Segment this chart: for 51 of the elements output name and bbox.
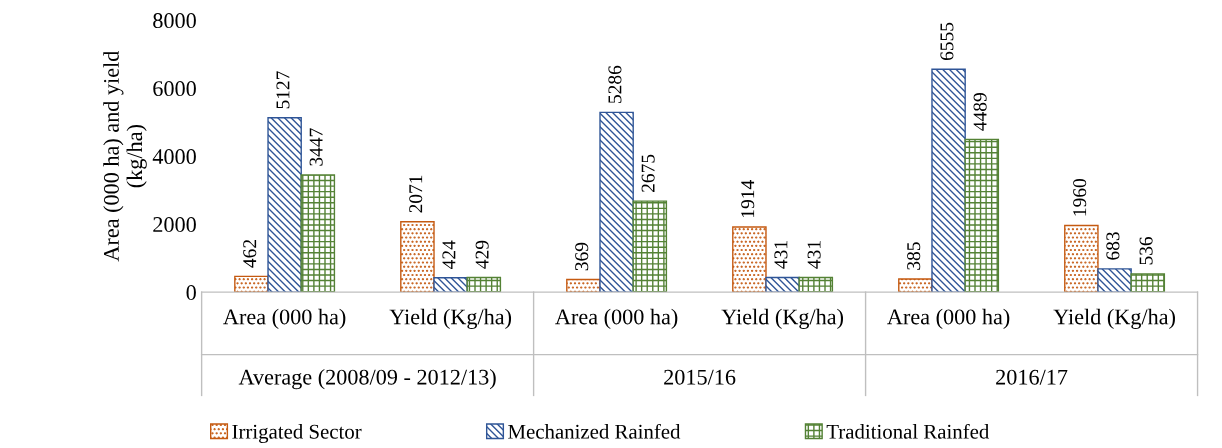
data-label: 462 [243,239,257,268]
bar [1097,268,1132,293]
bar [433,276,468,293]
bar [732,226,767,293]
text: Average (2008/09 - 2012/13) [238,369,496,390]
y-tick-label: 4000 [152,149,196,165]
legend-label: Irrigated Sector [232,424,362,444]
data-label: 429 [475,240,489,269]
data-label: 683 [1106,232,1120,260]
y-tick-label: 6000 [153,81,196,97]
bar [632,200,668,293]
text: 2015/16 [664,369,736,385]
y-tick-label: 0 [186,285,196,301]
bar [931,68,966,293]
bar [1064,224,1099,293]
data-label: 4489 [973,93,987,131]
data-label: 5127 [276,71,290,109]
x-tick-label: Yield (Kg/ha) [721,308,844,329]
x-tick-label: Area (000 ha) [887,308,1010,329]
data-label: 1960 [1073,178,1087,216]
bar [1130,273,1166,293]
bar [898,278,933,293]
y-axis-title: Area (000 ha) and yield (kg/ha) [103,50,147,262]
text: 2016/17 [996,369,1068,385]
data-label: 369 [575,242,589,271]
data-label: 431 [807,241,821,269]
legend-label: Mechanized Rainfed [508,423,681,439]
bar [964,138,1000,293]
data-label: 424 [442,240,456,269]
data-label: 1914 [741,180,755,217]
x-tick-label: Area (000 ha) [223,308,346,329]
data-label: 2071 [409,175,423,213]
data-label: 385 [907,242,921,270]
data-label: 431 [774,241,788,269]
y-tick-label: 2000 [153,217,196,233]
bar [599,111,634,293]
bar [798,276,834,293]
y-tick-label: 8000 [153,13,196,29]
bar [400,221,435,293]
data-label: 5286 [608,65,622,103]
x-tick-label: Area (000 ha) [555,308,678,329]
data-label: 2675 [641,154,655,192]
data-label: 3447 [309,128,323,166]
x-tick-label: Yield (Kg/ha) [1053,308,1175,329]
legend-label: Traditional Rainfed [826,423,990,439]
bar [300,174,336,293]
bar [267,117,302,293]
data-label: 536 [1139,236,1153,265]
x-tick-label: Yield (Kg/ha) [389,308,512,329]
bar [466,276,502,293]
data-label: 6555 [940,22,954,61]
